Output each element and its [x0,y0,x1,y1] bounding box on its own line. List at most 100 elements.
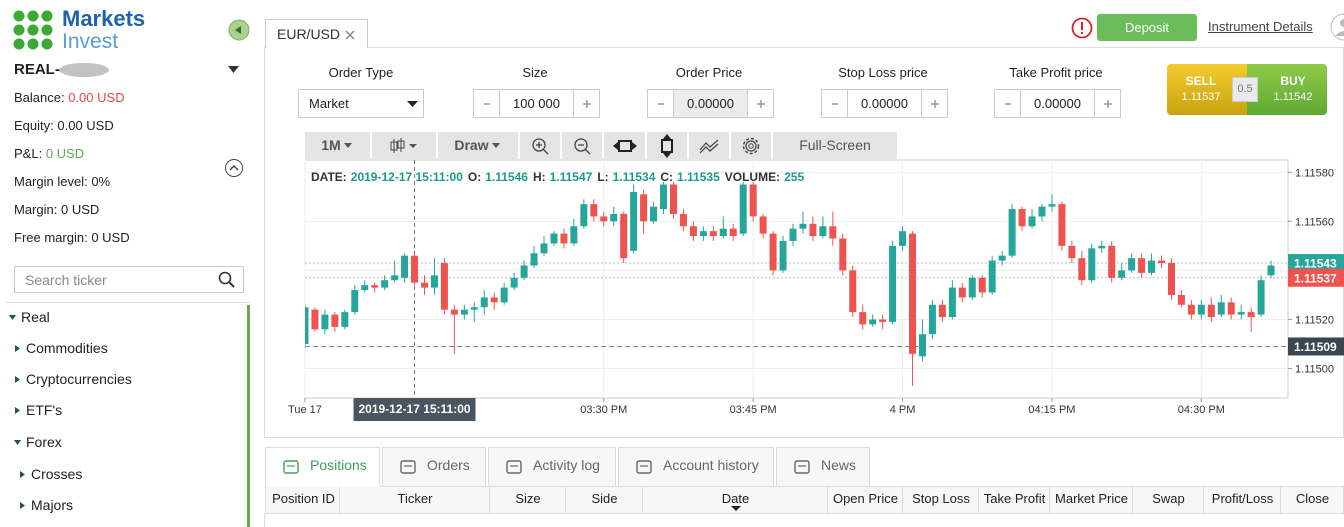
tree-item[interactable]: ETF's [26,402,63,418]
icon-shape [636,460,652,474]
tab-label: Orders [427,457,470,473]
candle-body [679,213,687,227]
column-header[interactable]: Size [490,487,566,514]
candle-body [1078,258,1086,281]
column-header[interactable]: Ticker [340,487,490,514]
tree-arrow[interactable] [14,407,22,415]
candle-body [1177,294,1185,305]
candle-body [869,319,877,325]
sell-button[interactable]: SELL 1.11537 [1167,64,1247,115]
settings-button[interactable] [731,132,771,159]
icon-shape [931,100,939,108]
bottom-tab[interactable]: News [776,447,870,487]
collapse-stats[interactable] [224,158,244,178]
increment-button[interactable] [921,89,948,118]
search-box[interactable]: Search ticker [14,266,244,293]
column-header[interactable]: Swap [1133,487,1204,514]
column-header[interactable]: Open Price [828,487,903,514]
tree-item[interactable]: Commodities [26,340,108,356]
chart-type-button[interactable] [372,132,436,159]
candle-body [849,270,857,313]
tree-item[interactable]: Crosses [31,466,83,482]
increment-button[interactable] [747,89,774,118]
candle-body [1257,280,1265,315]
column-header[interactable]: Profit/Loss [1204,487,1281,514]
decrement-button[interactable] [473,89,500,118]
tree-item[interactable]: Real [21,309,50,325]
candle-body [909,233,917,354]
candle-body [819,226,827,237]
tab-close[interactable] [345,30,355,40]
interval-button[interactable]: 1M [305,132,370,159]
zoom-in-button[interactable] [520,132,560,159]
bottom-tab[interactable]: Account history [618,447,774,487]
field-label: Order Price [675,65,743,80]
column-header[interactable]: Position ID [265,487,340,514]
collapse-button[interactable] [228,19,250,41]
increment-button-icon [583,100,591,108]
column-header[interactable]: Side [566,487,643,514]
indicators-button[interactable] [689,132,729,159]
decrement-button[interactable] [647,89,674,118]
column-label: Position ID [272,491,335,506]
draw-button[interactable]: Draw [438,132,518,159]
candle-body [998,255,1006,261]
instrument-details-link[interactable]: Instrument Details [1208,19,1313,34]
zoom-out-button[interactable] [562,132,602,159]
tree-item[interactable]: Forex [26,434,62,450]
field-label: Take Profit price [1009,65,1103,80]
candle-body [450,309,458,315]
price-tag-label: 1.11543 [1294,257,1337,271]
tree-arrow-shape [9,315,16,320]
stat-value: 0.00 USD [68,90,125,105]
fit-vertical-button[interactable] [647,132,687,159]
bottom-tab[interactable]: Activity log [488,447,616,487]
icon-shape [583,100,591,108]
bottom-tab[interactable]: Positions [265,447,380,487]
sort-indicator [730,506,741,511]
buy-button[interactable]: BUY 1.11542 [1247,64,1327,115]
instrument-tab[interactable]: EUR/USD [265,19,368,48]
stepper-value[interactable]: 0.00000 [1020,89,1095,118]
tree-arrow[interactable] [14,376,22,384]
column-header[interactable]: Stop Loss [903,487,979,514]
column-label: Size [515,491,541,506]
tree-arrow[interactable] [19,502,27,510]
candle-body [928,304,936,335]
stepper-value[interactable]: 0.00000 [847,89,922,118]
column-header[interactable]: Take Profit [979,487,1050,514]
decrement-button[interactable] [821,89,848,118]
increment-button[interactable] [573,89,600,118]
order-type-select[interactable]: Market [298,89,424,118]
increment-button[interactable] [1094,89,1121,118]
tree-arrow[interactable] [14,439,22,447]
tree-arrow-shape [15,407,20,414]
fullscreen-button[interactable]: Full-Screen [773,132,897,159]
column-label: Open Price [832,491,899,506]
stepper-value[interactable]: 0.00000 [673,89,748,118]
tree-arrow[interactable] [19,471,27,479]
bottom-tab[interactable]: Orders [382,447,486,487]
tree-item[interactable]: Cryptocurrencies [26,371,132,387]
column-header[interactable]: Close [1281,487,1344,514]
candle-body [640,194,648,222]
decrement-button-icon [1005,103,1011,105]
tree-arrow-shape [15,345,20,352]
column-header[interactable]: Date [643,487,828,514]
candle-body [580,204,588,227]
crosshair-tag [353,398,476,421]
tree-item[interactable]: Majors [31,497,74,513]
fit-horizontal-button[interactable] [604,132,645,159]
tree-arrow[interactable] [14,345,22,353]
field-label: Order Type [328,65,394,80]
column-header[interactable]: Market Price [1050,487,1133,514]
fit-horizontal-icon [612,140,637,153]
tree-arrow[interactable] [9,314,17,322]
decrement-button[interactable] [994,89,1021,118]
account-caret[interactable] [228,66,240,74]
avatar[interactable] [1324,12,1344,42]
candle-body [889,245,897,322]
deposit-button[interactable]: Deposit [1097,14,1197,41]
alert-icon[interactable] [1071,17,1093,39]
candle-body [321,314,329,330]
